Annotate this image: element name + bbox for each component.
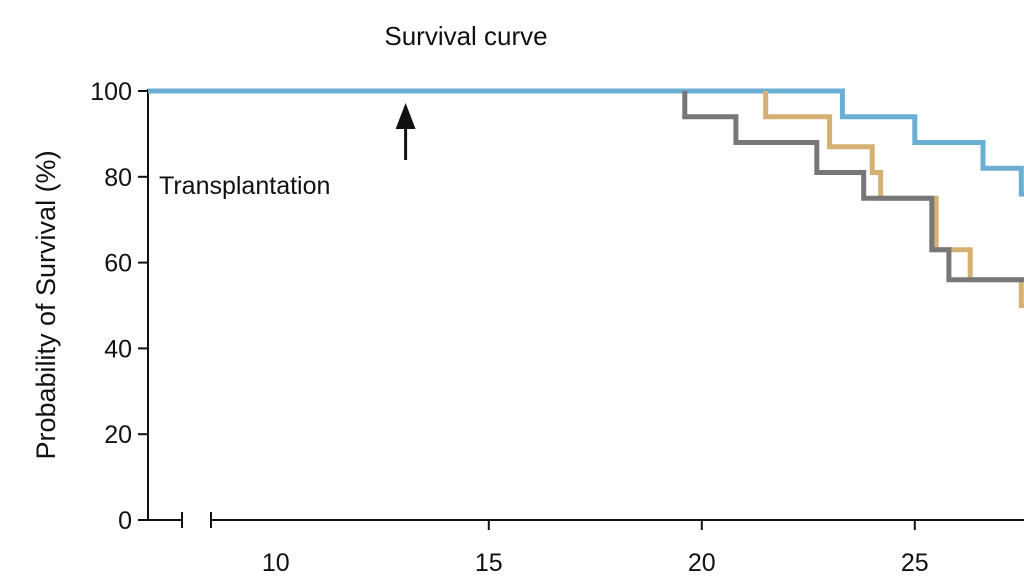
y-axis-label: Probability of Survival (%) <box>31 150 61 459</box>
annotations: Transplantation <box>159 103 416 200</box>
x-tick-label: 25 <box>901 549 929 577</box>
y-tick-label: 80 <box>104 164 132 192</box>
chart-title: Survival curve <box>384 21 547 51</box>
ticks: 02040608010010152025303540(months) <box>90 78 929 577</box>
y-tick-label: 100 <box>90 78 132 106</box>
x-tick-label: 10 <box>262 549 290 577</box>
annotation-label: Transplantation <box>159 172 330 200</box>
y-tick-label: 20 <box>104 421 132 449</box>
annotation-arrow-head <box>395 103 416 129</box>
x-tick-label: 15 <box>475 549 503 577</box>
x-tick-label: 20 <box>688 549 716 577</box>
y-tick-label: 0 <box>118 507 132 535</box>
series-group <box>148 88 1024 308</box>
y-tick-label: 40 <box>104 335 132 363</box>
series-line-2 <box>763 91 1024 308</box>
series-line-1 <box>148 88 1024 197</box>
axes <box>147 89 1024 528</box>
series-line-3 <box>682 91 1024 283</box>
y-tick-label: 60 <box>104 250 132 278</box>
